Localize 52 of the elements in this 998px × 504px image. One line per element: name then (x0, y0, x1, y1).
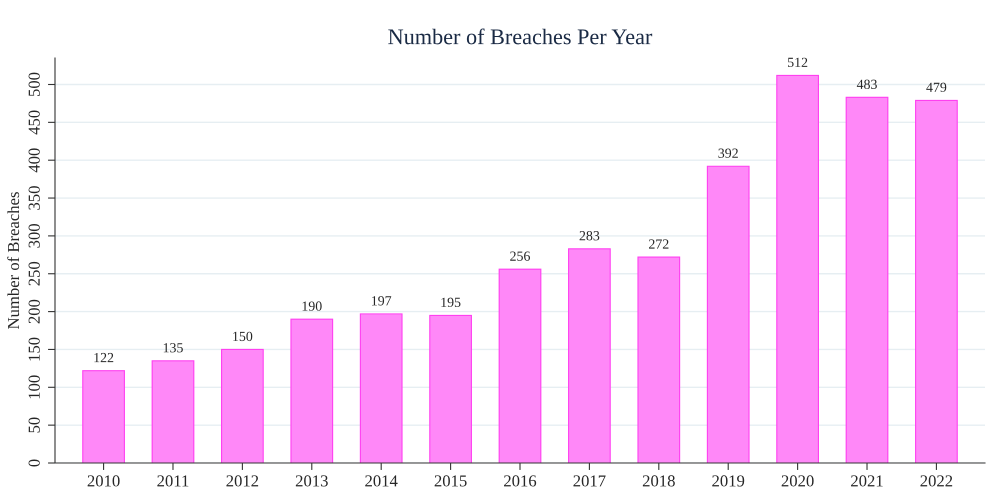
chart-title: Number of Breaches Per Year (388, 28, 652, 44)
x-tick-label: 2010 (88, 475, 120, 487)
y-tick-label: 500 (28, 72, 40, 96)
data-label: 512 (788, 58, 808, 68)
data-label: 150 (233, 332, 252, 342)
data-label: 483 (856, 80, 877, 89)
data-label: 195 (441, 298, 460, 308)
data-label: 392 (718, 148, 738, 158)
x-tick-label: 2016 (504, 475, 536, 487)
data-label: 190 (302, 301, 322, 311)
data-label: 479 (926, 82, 946, 92)
x-tick-label: 2019 (712, 475, 744, 487)
x-tick-label: 2018 (642, 475, 675, 487)
bar (429, 314, 472, 463)
y-tick-label: 450 (28, 110, 40, 135)
x-tick-label: 2021 (851, 475, 883, 487)
data-label: 283 (580, 231, 600, 240)
bar (82, 370, 125, 463)
data-label: 272 (649, 239, 668, 249)
x-tick-label: 2017 (573, 475, 606, 487)
bar (498, 268, 542, 463)
y-axis-title: Number of Breaches (7, 192, 20, 329)
data-label: 256 (510, 251, 530, 261)
y-tick-label: 150 (28, 338, 40, 360)
x-tick-label: 2020 (782, 475, 814, 487)
bar (568, 248, 611, 463)
y-tick-label: 300 (28, 224, 40, 248)
x-tick-label: 2013 (296, 475, 328, 487)
bar (637, 256, 680, 463)
bar (221, 348, 264, 463)
x-tick-label: 2012 (226, 475, 258, 487)
data-label: 122 (94, 352, 114, 362)
y-tick-label: 200 (28, 300, 40, 324)
bar (776, 74, 819, 463)
y-tick-label: 400 (28, 148, 40, 172)
bar (846, 96, 888, 463)
y-tick-label: 0 (28, 459, 40, 467)
bar (360, 313, 403, 463)
y-tick-label: 50 (28, 417, 40, 433)
bar (152, 360, 194, 463)
data-label: 135 (164, 343, 183, 352)
y-tick-label: 350 (28, 186, 40, 210)
x-tick-label: 2015 (434, 475, 467, 487)
x-tick-label: 2011 (157, 475, 188, 487)
bar (915, 100, 958, 463)
x-tick-label: 2022 (920, 475, 952, 487)
y-tick-label: 100 (28, 375, 40, 398)
y-tick-label: 250 (28, 262, 40, 286)
data-label: 197 (372, 296, 392, 306)
bar (290, 318, 334, 463)
bar (706, 166, 750, 463)
x-tick-label: 2014 (365, 475, 398, 487)
